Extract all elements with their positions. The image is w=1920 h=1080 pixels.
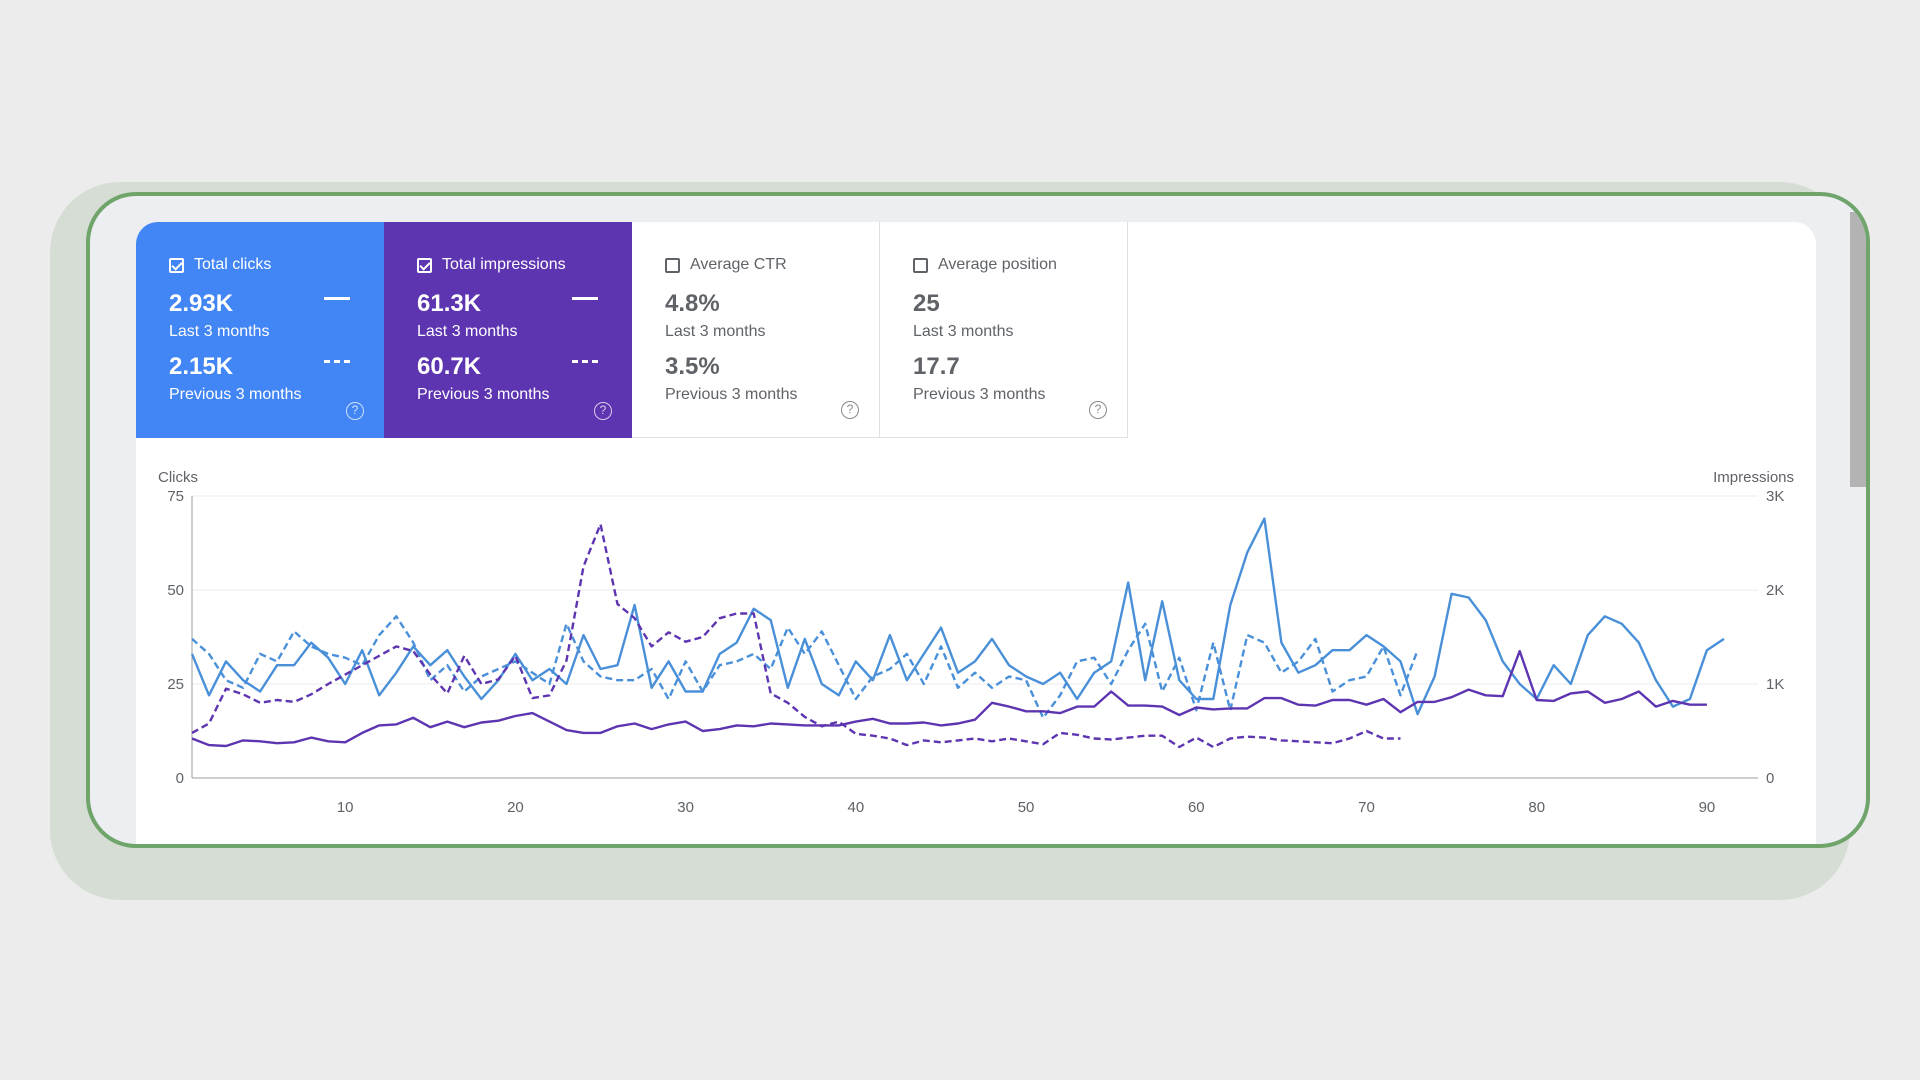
- metric-title: Total impressions: [442, 256, 566, 273]
- x-tick-label: 60: [1188, 799, 1205, 816]
- y-right-tick-label: 2K: [1766, 582, 1784, 599]
- y-left-tick-label: 25: [167, 676, 184, 693]
- x-tick-label: 30: [677, 799, 694, 816]
- x-tick-label: 40: [848, 799, 865, 816]
- screenshot-frame: Total clicks 2.93K Last 3 months 2.15K P…: [86, 192, 1870, 848]
- metric-card-total-impressions[interactable]: Total impressions 61.3K Last 3 months 60…: [384, 222, 632, 438]
- metric-label-current: Last 3 months: [913, 323, 1014, 340]
- metric-value-current: 61.3K: [417, 290, 482, 317]
- metric-header: Total clicks: [169, 256, 271, 274]
- metric-label-previous: Previous 3 months: [913, 386, 1046, 403]
- help-circle-icon[interactable]: ?: [346, 402, 364, 420]
- solid-line-legend-icon: [324, 297, 350, 300]
- y-left-tick-label: 50: [167, 582, 184, 599]
- metric-value-previous: 2.15K: [169, 353, 234, 380]
- checkbox-unchecked-icon[interactable]: [913, 257, 928, 273]
- y-right-tick-label: 0: [1766, 770, 1774, 787]
- y-right-tick-label: 3K: [1766, 488, 1784, 505]
- x-tick-label: 20: [507, 799, 524, 816]
- metric-header: Average CTR: [665, 256, 787, 274]
- metric-value-current: 2.93K: [169, 290, 234, 317]
- metric-cards: Total clicks 2.93K Last 3 months 2.15K P…: [136, 222, 1128, 438]
- metric-card-average-position[interactable]: Average position 25 Last 3 months 17.7 P…: [880, 222, 1128, 438]
- y-left-tick-label: 75: [167, 488, 184, 505]
- x-tick-label: 80: [1528, 799, 1545, 816]
- solid-line-legend-icon: [572, 297, 598, 300]
- metric-value-previous: 60.7K: [417, 353, 482, 380]
- checkbox-unchecked-icon[interactable]: [665, 257, 680, 273]
- metric-label-previous: Previous 3 months: [169, 386, 302, 403]
- chart-svg: 75 50 25 0 3K 2K 1K 0 10 20 30 40 50 60 70 80 90 Clicks Im…: [158, 469, 1794, 816]
- metric-value-current: 4.8%: [665, 290, 720, 317]
- series-line-0: [190, 517, 1725, 716]
- metric-label-current: Last 3 months: [417, 323, 518, 340]
- help-circle-icon[interactable]: ?: [1089, 401, 1107, 419]
- metric-title: Total clicks: [194, 256, 272, 273]
- checkbox-checked-icon[interactable]: [169, 257, 184, 273]
- metric-title: Average position: [938, 256, 1057, 273]
- series-line-3: [191, 522, 1401, 749]
- x-tick-label: 10: [337, 799, 354, 816]
- performance-panel: Total clicks 2.93K Last 3 months 2.15K P…: [136, 222, 1816, 844]
- metric-value-previous: 3.5%: [665, 353, 720, 380]
- x-tick-label: 50: [1018, 799, 1035, 816]
- performance-chart: 75 50 25 0 3K 2K 1K 0 10 20 30 40 50 60 70 80 90 Clicks Im…: [136, 460, 1816, 844]
- x-tick-label: 90: [1699, 799, 1716, 816]
- metric-card-total-clicks[interactable]: Total clicks 2.93K Last 3 months 2.15K P…: [136, 222, 384, 438]
- y-right-tick-label: 1K: [1766, 676, 1784, 693]
- metric-label-previous: Previous 3 months: [417, 386, 550, 403]
- metric-value-current: 25: [913, 290, 940, 317]
- metric-label-previous: Previous 3 months: [665, 386, 798, 403]
- metric-card-average-ctr[interactable]: Average CTR 4.8% Last 3 months 3.5% Prev…: [632, 222, 880, 438]
- x-tick-label: 70: [1358, 799, 1375, 816]
- series-line-1: [191, 615, 1419, 719]
- y-right-axis-title: Impressions: [1713, 469, 1794, 486]
- metric-header: Total impressions: [417, 256, 566, 274]
- help-circle-icon[interactable]: ?: [594, 402, 612, 420]
- scrollbar[interactable]: [1850, 212, 1866, 487]
- metric-label-current: Last 3 months: [169, 323, 270, 340]
- metric-value-previous: 17.7: [913, 353, 960, 380]
- dashed-line-legend-icon: [324, 360, 350, 363]
- metric-header: Average position: [913, 256, 1057, 274]
- y-left-tick-label: 0: [176, 770, 184, 787]
- metric-title: Average CTR: [690, 256, 787, 273]
- checkbox-checked-icon[interactable]: [417, 257, 432, 273]
- y-left-axis-title: Clicks: [158, 469, 198, 486]
- series-line-2: [191, 649, 1707, 748]
- dashed-line-legend-icon: [572, 360, 598, 363]
- metric-label-current: Last 3 months: [665, 323, 766, 340]
- help-circle-icon[interactable]: ?: [841, 401, 859, 419]
